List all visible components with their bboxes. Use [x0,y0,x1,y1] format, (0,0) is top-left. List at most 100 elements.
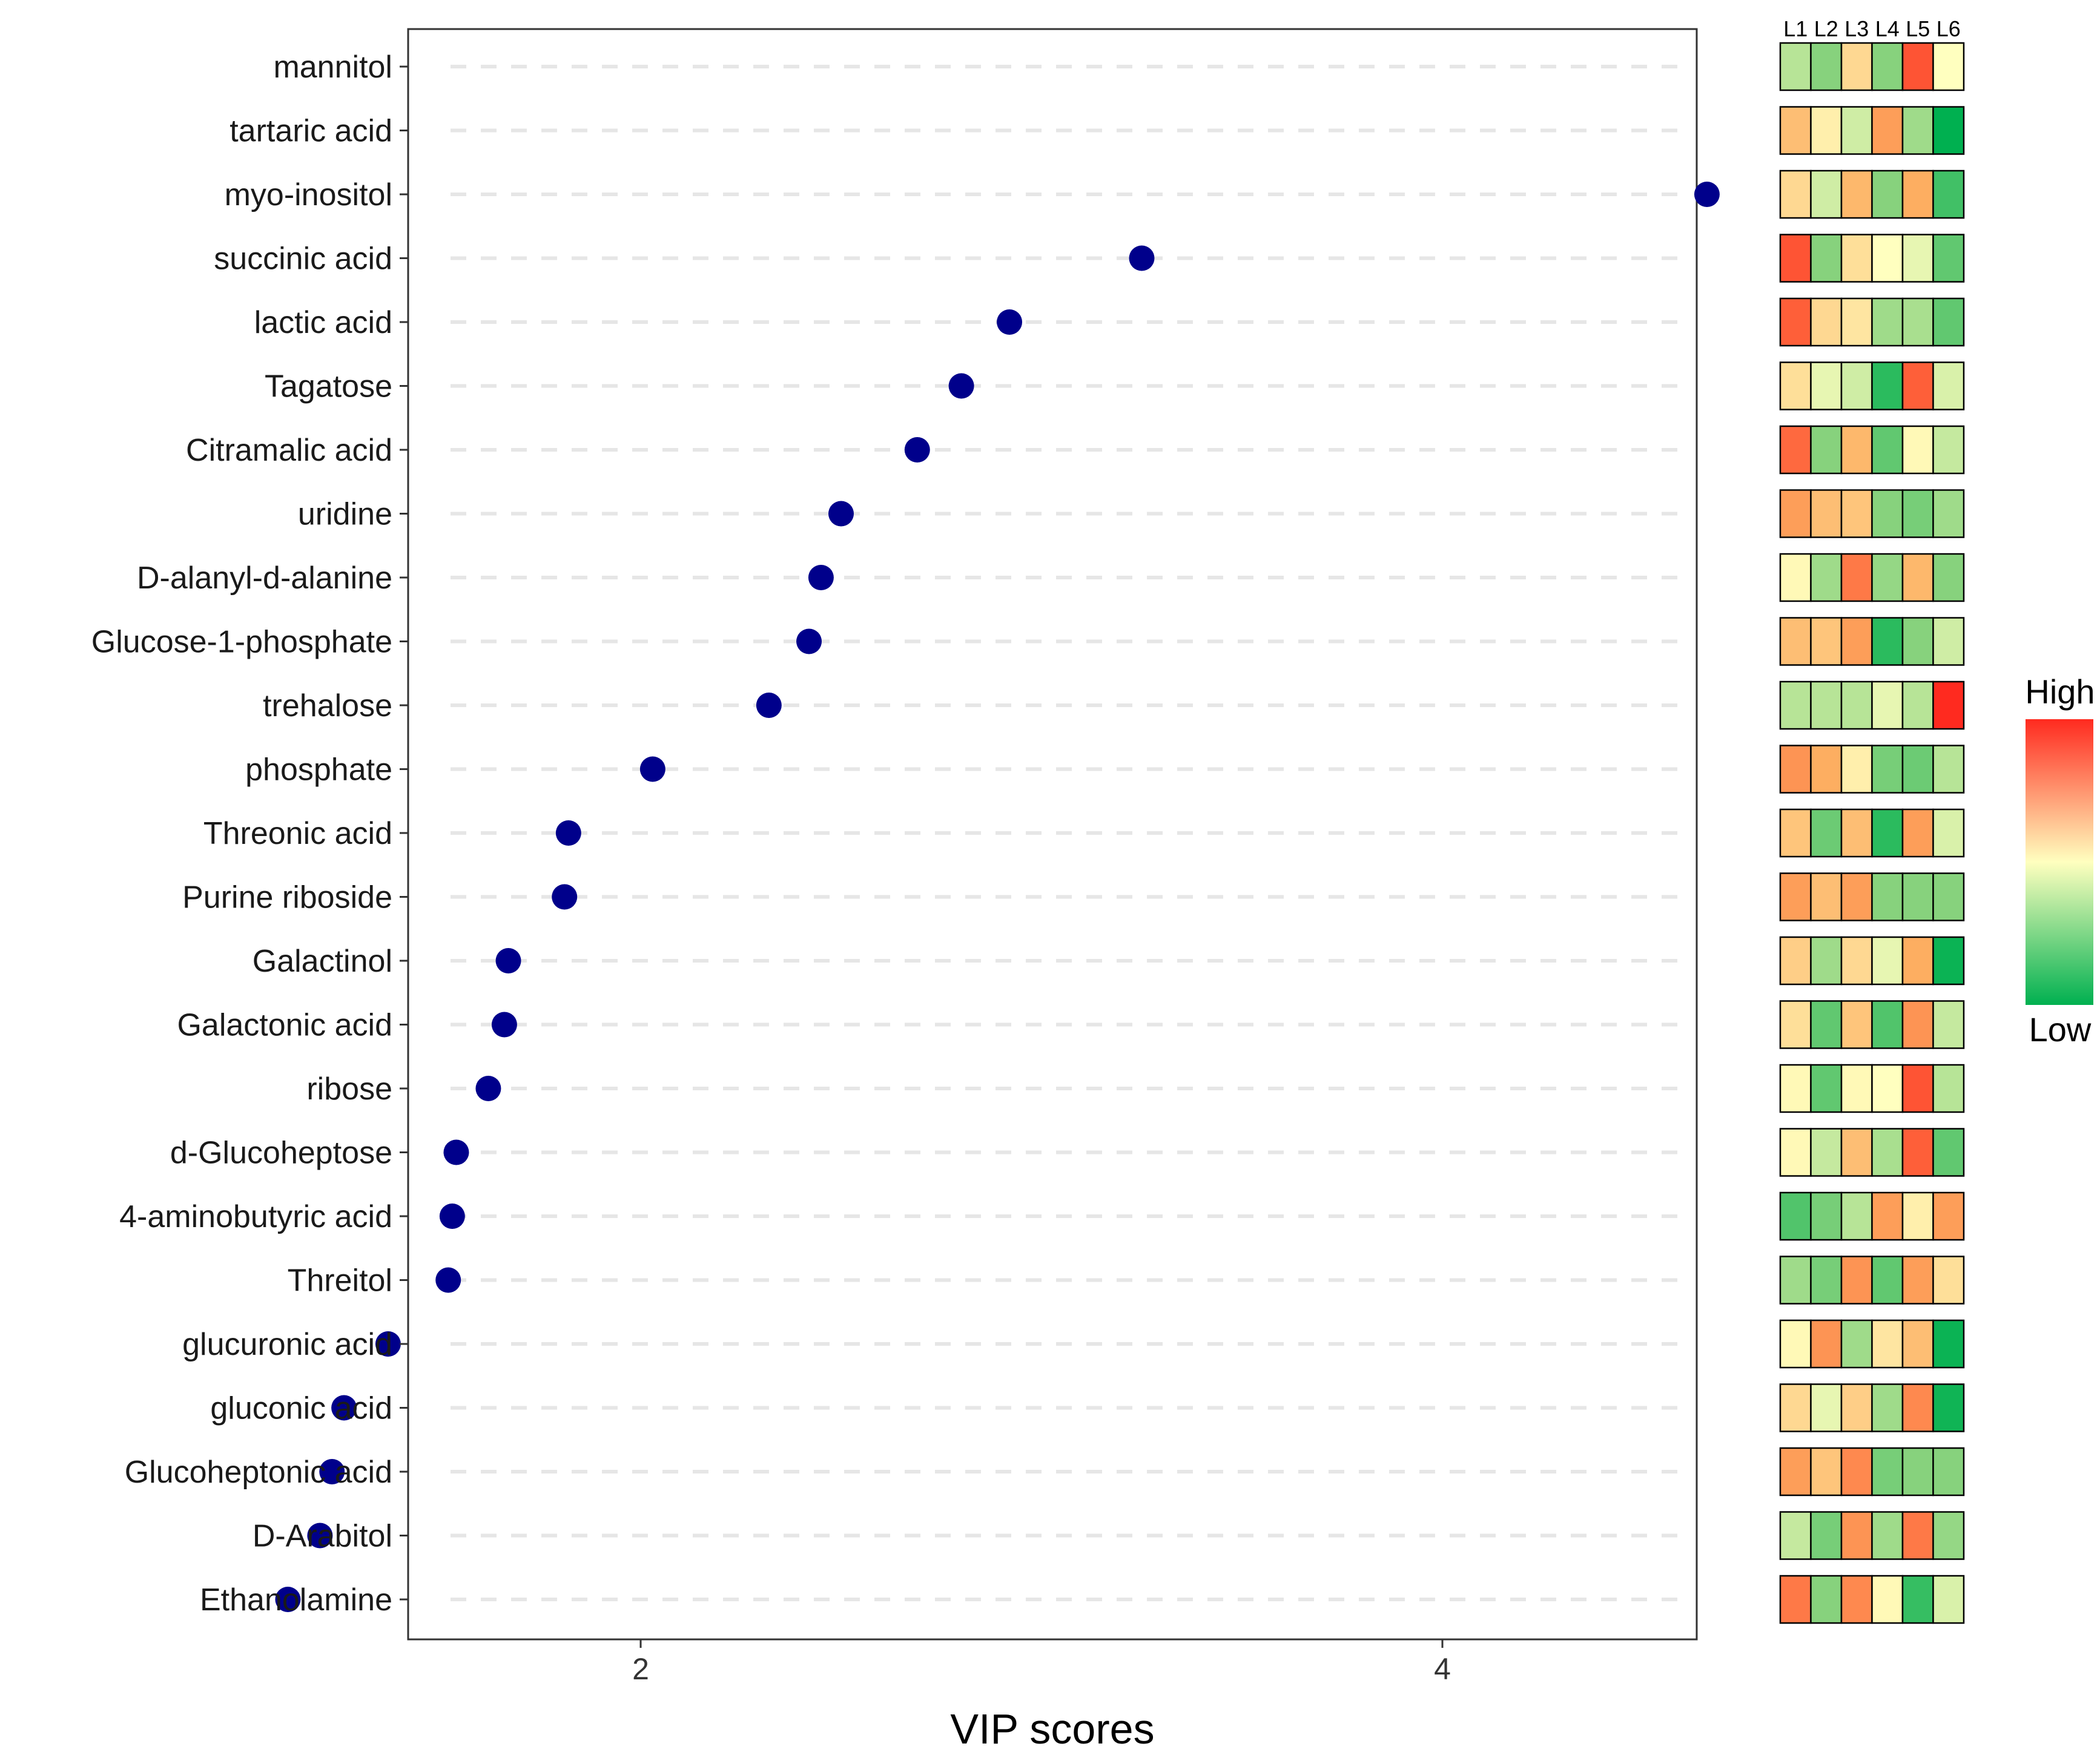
heatmap-cell [1810,1064,1843,1113]
heatmap-cell [1932,297,1965,347]
heatmap-cell [1810,553,1843,602]
data-point [1129,245,1155,271]
heatmap-cell [1779,1064,1812,1113]
heatmap-cell [1810,234,1843,283]
heatmap-cell [1779,170,1812,219]
heatmap-cell [1840,1447,1873,1497]
y-tick-label: myo-inositol [225,177,392,212]
heatmap-cell [1901,1383,1934,1432]
heatmap-cell [1901,297,1934,347]
heatmap-cell [1779,1319,1812,1369]
heatmap-cell [1810,1447,1843,1497]
data-point [796,628,822,654]
heatmap-cell [1779,297,1812,347]
y-tick-label: mannitol [273,50,392,85]
heatmap-column-label: L5 [1906,16,1930,41]
heatmap-cell [1901,489,1934,538]
heatmap-cell [1840,42,1873,91]
heatmap-cell [1871,553,1904,602]
y-tick-label: D-alanyl-d-alanine [137,561,392,596]
heatmap-cell [1779,1000,1812,1049]
heatmap-column-label: L2 [1814,16,1838,41]
legend-high-label: High [2025,673,2095,711]
heatmap-cell [1932,489,1965,538]
legend-low-label: Low [2029,1010,2092,1049]
heatmap-cell [1871,1511,1904,1560]
heatmap-cell [1901,808,1934,858]
heatmap-cell [1901,1319,1934,1369]
y-tick-label: Glucoheptonic acid [125,1455,392,1490]
x-axis-title: VIP scores [950,1705,1154,1753]
heatmap-cell [1932,170,1965,219]
heatmap-cell [1779,936,1812,986]
heatmap-cell [1932,1256,1965,1305]
heatmap-cell [1840,297,1873,347]
heatmap-cell [1901,1128,1934,1177]
y-tick-label: ribose [306,1072,392,1107]
data-point [491,1012,517,1038]
data-point [439,1203,465,1229]
data-point [443,1139,469,1165]
heatmap-cell [1810,1191,1843,1241]
heatmap-cell [1871,1064,1904,1113]
heatmap-cell [1871,1319,1904,1369]
heatmap-cell [1840,425,1873,475]
heatmap-cell [1871,106,1904,155]
heatmap-cell [1810,1000,1843,1049]
y-tick-label: phosphate [245,752,392,788]
legend-color-bar [2026,719,2093,1005]
heatmap-cell [1779,680,1812,730]
heatmap-cell [1779,106,1812,155]
heatmap-cell [1871,1128,1904,1177]
y-tick-label: glucuronic acid [182,1327,392,1362]
heatmap: L1 L2 L3 L4 L5 L6 [1779,16,1965,1624]
heatmap-cell [1932,234,1965,283]
heatmap-cell [1932,425,1965,475]
heatmap-cell [1810,489,1843,538]
heatmap-cell [1779,617,1812,666]
heatmap-cell [1810,361,1843,410]
heatmap-cell [1932,808,1965,858]
heatmap-cell [1901,106,1934,155]
heatmap-cell [1932,553,1965,602]
heatmap-cell [1840,553,1873,602]
heatmap-cell [1901,1511,1934,1560]
y-tick-label: 4-aminobutyric acid [119,1199,392,1234]
heatmap-cell [1932,1000,1965,1049]
x-tick-label: 2 [632,1652,649,1686]
heatmap-cell [1901,42,1934,91]
heatmap-cell [1810,106,1843,155]
heatmap-cell [1901,872,1934,921]
y-tick-label: d-Glucoheptose [170,1136,392,1171]
heatmap-cell [1901,936,1934,986]
heatmap-cell [1932,936,1965,986]
grid-lines [451,65,1691,1601]
heatmap-cell [1871,425,1904,475]
heatmap-cell [1932,361,1965,410]
heatmap-cell [1932,1511,1965,1560]
y-tick-label: Ethanolamine [200,1582,392,1618]
heatmap-cell [1901,617,1934,666]
heatmap-cell [1810,936,1843,986]
data-point [904,437,930,463]
heatmap-cell [1932,1064,1965,1113]
data-points [275,182,1720,1612]
heatmap-cell [1871,489,1904,538]
heatmap-cell [1810,680,1843,730]
heatmap-cell [1901,170,1934,219]
data-point [275,1587,301,1612]
data-point [997,309,1023,335]
heatmap-cell [1871,808,1904,858]
heatmap-cell [1840,1064,1873,1113]
heatmap-cell [1840,1575,1873,1624]
heatmap-cell [1840,170,1873,219]
heatmap-cell [1932,745,1965,794]
color-legend: High Low [2025,673,2095,1049]
heatmap-cell [1871,42,1904,91]
heatmap-column-label: L4 [1875,16,1900,41]
y-tick-label: Purine riboside [182,880,392,915]
heatmap-cell [1810,1575,1843,1624]
heatmap-cell [1840,1511,1873,1560]
heatmap-cell [1840,489,1873,538]
heatmap-cell [1901,1447,1934,1497]
